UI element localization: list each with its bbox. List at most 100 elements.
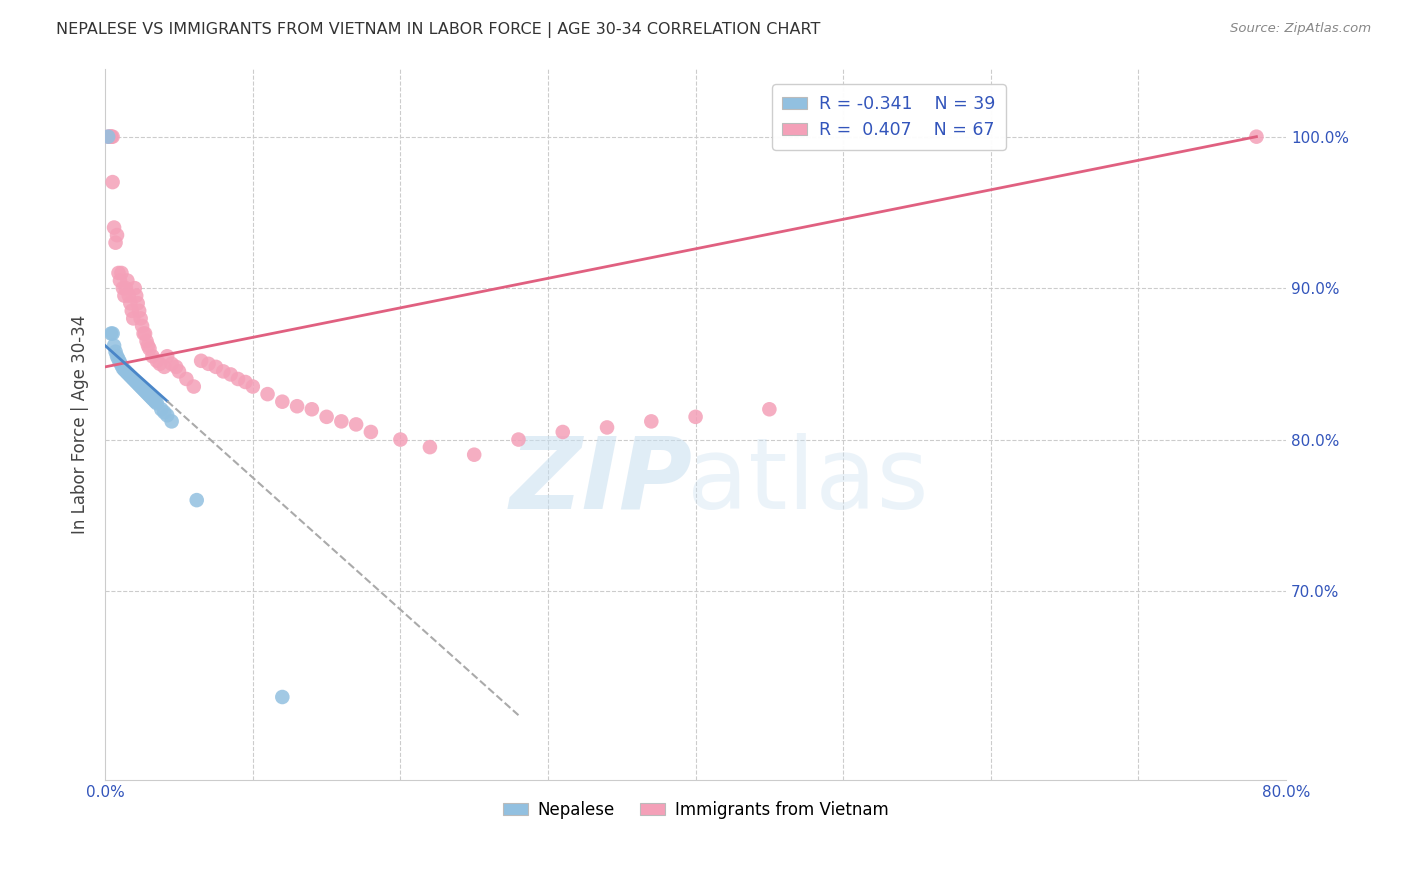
Point	[156, 349, 179, 363]
Point	[640, 414, 662, 428]
Text: atlas: atlas	[688, 433, 928, 530]
Point	[183, 379, 205, 393]
Point	[156, 409, 179, 423]
Point	[197, 357, 219, 371]
Point	[145, 394, 167, 409]
Point	[117, 366, 139, 380]
Point	[97, 129, 120, 144]
Point	[111, 281, 134, 295]
Point	[190, 353, 212, 368]
Point	[138, 389, 160, 403]
Point	[132, 326, 155, 341]
Point	[103, 339, 125, 353]
Point	[110, 359, 132, 373]
Point	[226, 372, 249, 386]
Point	[125, 288, 148, 302]
Point	[100, 326, 122, 341]
Legend: Nepalese, Immigrants from Vietnam: Nepalese, Immigrants from Vietnam	[496, 794, 896, 825]
Point	[131, 318, 153, 333]
Point	[685, 409, 707, 424]
Point	[596, 420, 619, 434]
Point	[127, 296, 149, 310]
Text: NEPALESE VS IMMIGRANTS FROM VIETNAM IN LABOR FORCE | AGE 30-34 CORRELATION CHART: NEPALESE VS IMMIGRANTS FROM VIETNAM IN L…	[56, 22, 821, 38]
Point	[165, 359, 187, 374]
Point	[98, 129, 121, 144]
Point	[128, 303, 150, 318]
Point	[132, 383, 155, 397]
Point	[153, 405, 176, 419]
Point	[120, 368, 142, 383]
Point	[219, 368, 242, 382]
Point	[330, 414, 353, 428]
Point	[758, 402, 780, 417]
Point	[104, 235, 127, 250]
Point	[141, 392, 163, 406]
Point	[110, 266, 132, 280]
Point	[160, 357, 183, 371]
Point	[129, 379, 152, 393]
Point	[256, 387, 278, 401]
Point	[118, 288, 141, 302]
Point	[150, 402, 173, 417]
Point	[136, 339, 159, 353]
Point	[112, 363, 135, 377]
Point	[108, 355, 131, 369]
Point	[101, 326, 124, 341]
Point	[129, 311, 152, 326]
Point	[97, 129, 120, 144]
Point	[105, 349, 128, 363]
Point	[160, 414, 183, 428]
Point	[139, 390, 162, 404]
Point	[176, 372, 198, 386]
Point	[134, 326, 156, 341]
Point	[344, 417, 367, 432]
Point	[146, 353, 169, 368]
Point	[271, 690, 294, 704]
Point	[138, 342, 160, 356]
Point	[1246, 129, 1268, 144]
Point	[100, 129, 122, 144]
Point	[128, 378, 150, 392]
Point	[508, 433, 530, 447]
Point	[134, 384, 156, 398]
Point	[135, 385, 157, 400]
Point	[112, 288, 135, 302]
Point	[271, 394, 294, 409]
Point	[115, 281, 138, 295]
Point	[124, 281, 146, 295]
Point	[153, 359, 176, 374]
Point	[103, 220, 125, 235]
Point	[100, 129, 122, 144]
Point	[389, 433, 412, 447]
Point	[315, 409, 337, 424]
Point	[120, 296, 142, 310]
Text: Source: ZipAtlas.com: Source: ZipAtlas.com	[1230, 22, 1371, 36]
Point	[360, 425, 382, 439]
Point	[115, 364, 138, 378]
Point	[131, 381, 153, 395]
Point	[419, 440, 441, 454]
Point	[136, 387, 159, 401]
Point	[122, 372, 145, 386]
Point	[101, 175, 124, 189]
Point	[212, 364, 235, 378]
Text: ZIP: ZIP	[509, 433, 693, 530]
Point	[111, 361, 134, 376]
Point	[463, 448, 485, 462]
Point	[125, 375, 148, 389]
Point	[551, 425, 574, 439]
Point	[242, 379, 264, 393]
Point	[121, 303, 143, 318]
Point	[121, 370, 143, 384]
Point	[104, 344, 127, 359]
Point	[108, 274, 131, 288]
Point	[167, 364, 190, 378]
Point	[149, 357, 172, 371]
Point	[107, 266, 129, 280]
Point	[105, 228, 128, 243]
Point	[101, 129, 124, 144]
Point	[124, 374, 146, 388]
Point	[135, 334, 157, 348]
Point	[122, 311, 145, 326]
Point	[118, 368, 141, 382]
